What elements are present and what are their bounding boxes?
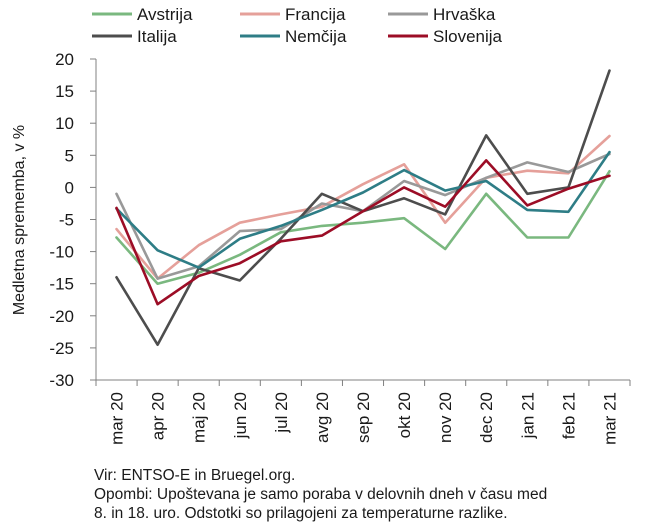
series-line-francija (115, 134, 611, 280)
y-tick-label: 20 (55, 50, 74, 69)
remarks-line-2: 8. in 18. uro. Odstotki so prilagojeni z… (94, 505, 508, 522)
source-note: Vir: ENTSO-E in Bruegel.org. (94, 467, 296, 484)
x-tick-label: jan 21 (518, 392, 537, 439)
y-tick-label: 10 (55, 114, 74, 133)
y-tick-label: 0 (65, 178, 74, 197)
y-tick-label: -20 (49, 307, 74, 326)
series-line-hrvaška (115, 152, 611, 280)
x-tick-label: nov 20 (436, 392, 455, 443)
y-tick-label: 5 (65, 146, 74, 165)
legend-label: Francija (285, 5, 346, 24)
series-line-nemčija (115, 150, 611, 269)
axes: 20 15 10 5 0 -5 -10 -15 -20 -25 -30 mar 20 apr 20 maj… (49, 50, 631, 445)
x-tick-label: mar 20 (108, 392, 127, 445)
series-line-avstrija (115, 170, 611, 286)
legend-entry: Avstrija (92, 5, 193, 24)
remarks-line-1: Opombi: Upoštevana je samo poraba v delo… (94, 486, 548, 503)
x-tick-label: jul 20 (272, 392, 291, 434)
legend-entry: Italija (92, 27, 177, 46)
x-tick-label: apr 20 (149, 392, 168, 440)
legend-label: Slovenija (433, 27, 503, 46)
x-tick-label: dec 20 (477, 392, 496, 443)
legend-entry: Nemčija (240, 27, 347, 46)
chart-notes: Vir: ENTSO-E in Bruegel.org. Opombi: Upo… (94, 466, 644, 523)
line-chart: Avstrija Francija Hrvaška Italija Nemčija Slo… (11, 5, 631, 445)
x-tick-label: maj 20 (190, 392, 209, 443)
legend-label: Avstrija (137, 5, 193, 24)
series-line-italija (115, 69, 611, 347)
y-tick-label: -25 (49, 339, 74, 358)
y-tick-label: 15 (55, 82, 74, 101)
legend-entry: Slovenija (388, 27, 503, 46)
x-tick-label: mar 21 (600, 392, 619, 445)
y-tick-label: -15 (49, 275, 74, 294)
series-line-slovenija (115, 159, 611, 306)
y-tick-label: -5 (59, 211, 74, 230)
series-lines (115, 69, 611, 347)
legend-label: Nemčija (285, 27, 347, 46)
legend: Avstrija Francija Hrvaška Italija Nemčija Slo… (92, 5, 503, 46)
y-tick-label: -10 (49, 243, 74, 262)
x-tick-label: feb 21 (559, 392, 578, 439)
y-tick-label: -30 (49, 371, 74, 390)
x-tick-label: sep 20 (354, 392, 373, 443)
x-tick-label: okt 20 (395, 392, 414, 438)
legend-label: Italija (137, 27, 177, 46)
legend-entry: Francija (240, 5, 346, 24)
y-axis-title: Medletna sprememba, v % (11, 125, 28, 315)
x-tick-label: avg 20 (313, 392, 332, 443)
x-tick-label: jun 20 (231, 392, 250, 439)
legend-label: Hrvaška (433, 5, 496, 24)
legend-entry: Hrvaška (388, 5, 496, 24)
